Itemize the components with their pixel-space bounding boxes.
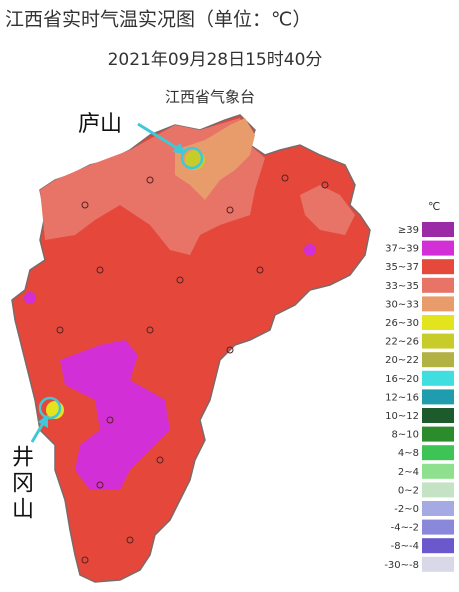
source: 江西省气象台 — [165, 88, 255, 106]
legend-swatch — [422, 277, 454, 293]
legend-label: -2~0 — [394, 504, 419, 515]
pointer-arrow — [137, 122, 181, 152]
hot-spot — [24, 292, 36, 304]
legend-swatch — [422, 240, 454, 256]
station — [176, 276, 184, 284]
station — [146, 176, 154, 184]
legend-swatch — [422, 370, 454, 386]
legend-label: 16~20 — [385, 374, 419, 385]
legend-label: 35~37 — [385, 262, 419, 273]
station — [81, 201, 89, 209]
legend-label: -4~-2 — [391, 523, 419, 534]
hot-region — [60, 340, 170, 490]
legend-swatch — [422, 296, 454, 312]
legend-swatch — [422, 222, 454, 237]
station — [106, 416, 114, 424]
legend: ≥39 37~39 35~37 33~35 30~33 26~30 22~26 20~22 16… — [384, 222, 454, 572]
legend-label: 8~10 — [392, 430, 419, 441]
place-label: 庐山 — [78, 112, 122, 137]
title: 江西省实时气温实况图（单位：℃） — [5, 9, 311, 31]
legend-swatch — [422, 556, 454, 572]
warm-region — [300, 185, 355, 235]
province-map — [11, 114, 371, 583]
legend-swatch — [422, 501, 454, 516]
legend-swatch — [422, 333, 454, 349]
station — [156, 456, 164, 464]
station — [321, 181, 329, 189]
legend-swatch — [422, 352, 454, 368]
legend-label: -8~-4 — [391, 541, 419, 552]
legend-swatch — [422, 445, 454, 461]
station — [126, 536, 134, 544]
hot-spot — [304, 244, 316, 256]
legend-label: 33~35 — [385, 281, 419, 292]
legend-swatch — [422, 426, 454, 442]
highlight-ring — [180, 146, 204, 170]
legend-swatch — [422, 315, 454, 330]
subtitle: 2021年09月28日15时40分 — [108, 50, 323, 70]
legend-swatch — [422, 408, 454, 423]
legend-label: 22~26 — [385, 337, 419, 348]
station — [81, 556, 89, 564]
arrow-head — [38, 414, 48, 428]
stations — [56, 174, 329, 564]
legend-swatch — [422, 259, 454, 275]
station — [226, 346, 234, 354]
place-label: 井冈山 — [8, 445, 33, 523]
station — [281, 174, 289, 182]
legend-label: ≥39 — [398, 225, 419, 236]
legend-label: -30~-8 — [384, 560, 419, 571]
legend-label: 30~33 — [385, 299, 419, 310]
station — [256, 266, 264, 274]
arrow-head — [172, 143, 186, 154]
legend-label: 0~2 — [398, 485, 419, 496]
legend-swatch — [422, 389, 454, 405]
vertical-text: 井冈山 — [8, 445, 33, 523]
station — [56, 326, 64, 334]
legend-label: 10~12 — [385, 411, 419, 422]
legend-label: 20~22 — [385, 355, 419, 366]
legend-label: 4~8 — [398, 448, 419, 459]
mild-region — [175, 118, 255, 200]
legend-label: 2~4 — [398, 467, 419, 478]
legend-swatch — [422, 463, 454, 479]
legend-swatch — [422, 482, 454, 498]
legend-label: 12~16 — [385, 392, 419, 403]
legend-swatch — [422, 538, 454, 554]
legend-label: 37~39 — [385, 244, 419, 255]
station — [96, 266, 104, 274]
legend-label: 26~30 — [385, 318, 419, 329]
legend-unit: ℃ — [428, 200, 440, 213]
station — [96, 481, 104, 489]
station — [146, 326, 154, 334]
highlight-ring — [38, 396, 62, 420]
station — [226, 206, 234, 214]
legend-swatch — [422, 519, 454, 535]
